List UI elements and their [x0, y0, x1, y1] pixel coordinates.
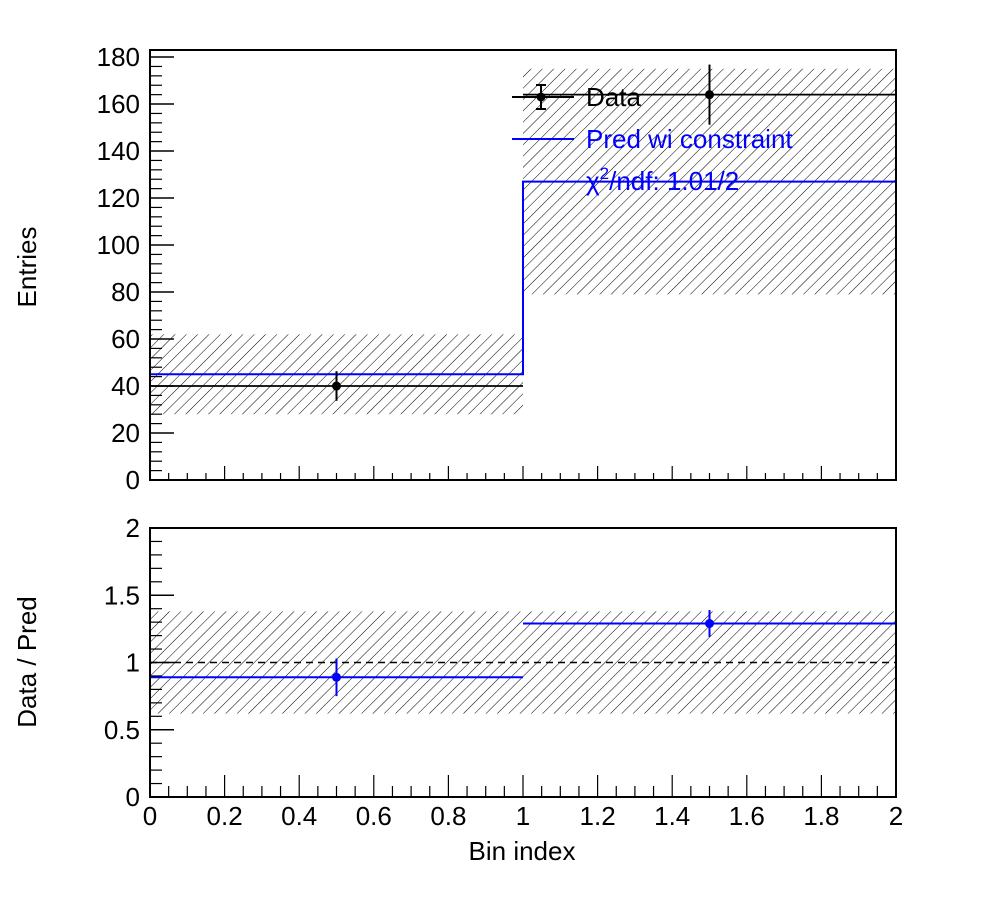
- ratio-series: [150, 610, 896, 697]
- x-tick-label: 0: [143, 801, 157, 831]
- chi-symbol: χ: [586, 166, 600, 196]
- top-y-tick-label: 40: [111, 371, 140, 401]
- top-y-tick-label: 100: [97, 230, 140, 260]
- top-y-tick-label: 120: [97, 183, 140, 213]
- top-y-tick-label: 60: [111, 324, 140, 354]
- top-y-tick-label: 180: [97, 42, 140, 72]
- legend: Data Pred wi constraint χ2/ndf: 1.01/2: [512, 82, 793, 196]
- top-y-axis-label: Entries: [12, 227, 42, 308]
- top-y-tick-label: 0: [126, 465, 140, 495]
- top-y-tick-label: 140: [97, 136, 140, 166]
- chi-superscript: 2: [600, 164, 609, 183]
- bottom-axis-ticks: [149, 527, 897, 798]
- x-tick-label: 2: [889, 801, 903, 831]
- bottom-panel: 0 0.5 1 1.5 2 0 0.2 0.4 0.6 0.8 1 1.2 1.4 1.6 1.8 2 Da…: [12, 513, 903, 866]
- bottom-y-tick-label: 1: [126, 648, 140, 678]
- ratio-point-2: [705, 618, 714, 628]
- bottom-y-axis-label: Data / Pred: [12, 596, 42, 728]
- top-y-tick-label: 20: [111, 418, 140, 448]
- bottom-y-tick-label: 2: [126, 513, 140, 543]
- x-tick-label: 0.2: [207, 801, 243, 831]
- legend-data-marker: [536, 92, 546, 102]
- bottom-y-tick-labels: 0 0.5 1 1.5 2: [104, 513, 140, 812]
- data-series: [150, 64, 896, 401]
- legend-entry-prediction: Pred wi constraint: [512, 124, 793, 154]
- top-axis-ticks: [149, 56, 897, 481]
- bottom-y-tick-label: 0.5: [104, 715, 140, 745]
- x-tick-label: 0.8: [430, 801, 466, 831]
- bottom-y-tick-label: 0: [126, 782, 140, 812]
- data-point-2: [705, 90, 714, 100]
- legend-label-prediction: Pred wi constraint: [586, 124, 793, 154]
- x-tick-label: 1.2: [580, 801, 616, 831]
- top-y-tick-label: 160: [97, 89, 140, 119]
- x-tick-labels: 0 0.2 0.4 0.6 0.8 1 1.2 1.4 1.6 1.8 2: [143, 801, 903, 831]
- top-y-tick-label: 80: [111, 277, 140, 307]
- top-panel: 0 20 40 60 80 100 120 140 160 180 Entries Data Pr…: [12, 42, 897, 495]
- top-y-tick-labels: 0 20 40 60 80 100 120 140 160 180: [97, 42, 140, 495]
- x-tick-label: 1.8: [803, 801, 839, 831]
- x-tick-label: 1.6: [729, 801, 765, 831]
- legend-entry-data: Data: [512, 82, 641, 112]
- legend-chi2-label: χ2/ndf: 1.01/2: [586, 164, 739, 196]
- x-axis-label: Bin index: [469, 836, 576, 866]
- x-tick-label: 0.6: [356, 801, 392, 831]
- x-tick-label: 0.4: [281, 801, 317, 831]
- legend-label-data: Data: [586, 82, 641, 112]
- ratio-uncertainty-band: [150, 611, 896, 714]
- data-point-1: [332, 381, 341, 391]
- x-tick-label: 1.4: [654, 801, 690, 831]
- x-tick-label: 1: [516, 801, 530, 831]
- ratio-point-1: [332, 672, 341, 682]
- bottom-y-tick-label: 1.5: [104, 580, 140, 610]
- chi2-ndf-value: /ndf: 1.01/2: [609, 166, 739, 196]
